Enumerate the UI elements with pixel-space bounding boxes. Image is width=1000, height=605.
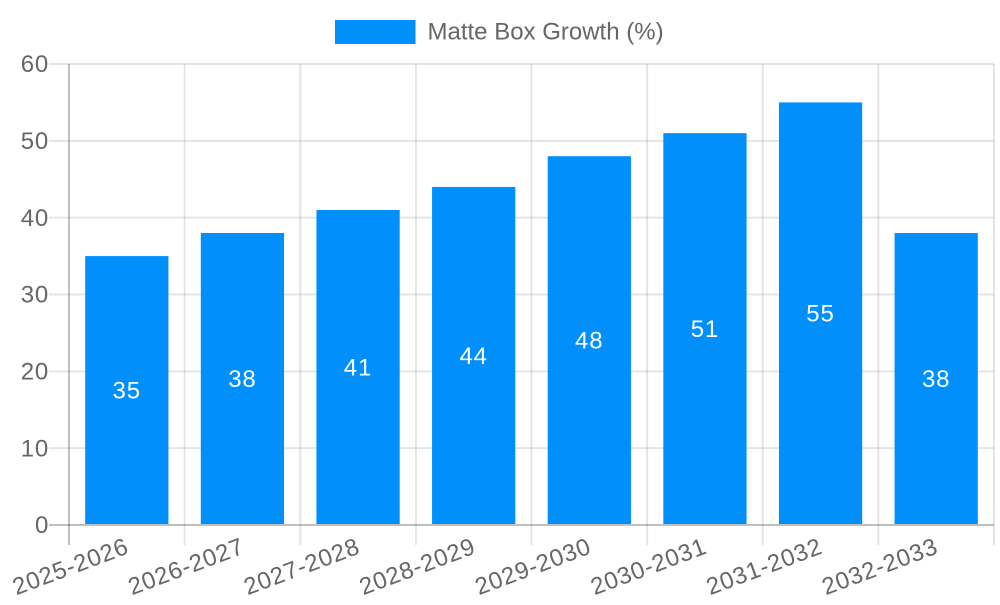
svg-text:2032-2033: 2032-2033 (818, 533, 941, 600)
svg-text:35: 35 (113, 377, 142, 404)
svg-text:50: 50 (21, 128, 50, 155)
svg-text:10: 10 (21, 435, 50, 462)
svg-text:2031-2032: 2031-2032 (703, 533, 826, 600)
svg-text:20: 20 (21, 359, 50, 386)
svg-text:38: 38 (922, 366, 951, 393)
svg-text:2028-2029: 2028-2029 (356, 533, 479, 600)
svg-text:0: 0 (35, 512, 49, 539)
svg-text:2026-2027: 2026-2027 (125, 533, 248, 600)
svg-text:Matte Box Growth (%): Matte Box Growth (%) (428, 19, 664, 46)
svg-text:38: 38 (228, 366, 257, 393)
svg-text:44: 44 (459, 343, 488, 370)
svg-text:40: 40 (21, 205, 50, 232)
svg-text:48: 48 (575, 327, 604, 354)
svg-text:55: 55 (806, 301, 835, 328)
svg-text:41: 41 (344, 354, 373, 381)
svg-text:30: 30 (21, 282, 50, 309)
svg-text:2029-2030: 2029-2030 (472, 533, 595, 600)
svg-text:2025-2026: 2025-2026 (9, 533, 132, 600)
svg-text:60: 60 (21, 51, 50, 78)
svg-text:2030-2031: 2030-2031 (587, 533, 710, 600)
svg-text:2027-2028: 2027-2028 (240, 533, 363, 600)
svg-text:51: 51 (691, 316, 720, 343)
